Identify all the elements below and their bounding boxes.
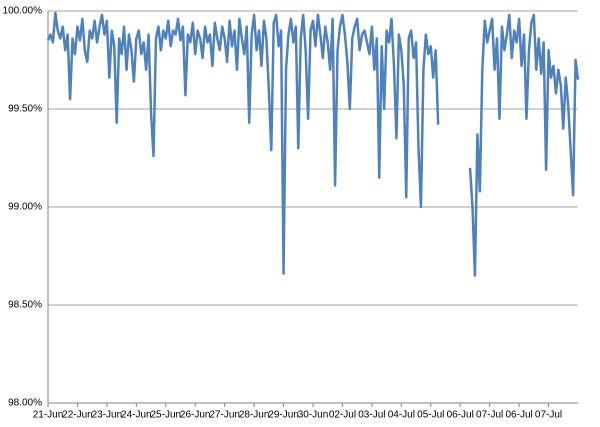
x-tick-label: 23-Jun [92, 410, 123, 421]
x-tick-label: 06-Jul [447, 410, 474, 421]
x-tick-label: 04-Jul [388, 410, 415, 421]
x-tick-label: 27-Jun [209, 410, 240, 421]
line-series [46, 11, 580, 277]
x-tick-label: 06-Jul [505, 410, 532, 421]
x-tick-label: 29-Jun [268, 410, 299, 421]
y-tick-label: 100.00% [3, 6, 43, 17]
y-tick-label: 98.00% [8, 398, 42, 409]
y-tick-label: 99.00% [8, 202, 42, 213]
x-tick-label: 07-Jul [535, 410, 562, 421]
x-tick-label: 05-Jul [417, 410, 444, 421]
y-tick-label: 99.50% [8, 104, 42, 115]
x-tick-label: 22-Jun [62, 410, 93, 421]
x-tick-label: 30-Jun [298, 410, 329, 421]
y-tick-label: 98.50% [8, 300, 42, 311]
x-tick-label: 26-Jun [180, 410, 211, 421]
x-tick-label: 28-Jun [239, 410, 270, 421]
x-tick-label: 24-Jun [121, 410, 152, 421]
x-tick-label: 25-Jun [150, 410, 181, 421]
x-tick-label: 07-Jul [476, 410, 503, 421]
x-tick-label: 03-Jul [358, 410, 385, 421]
x-tick-label: 02-Jul [329, 410, 356, 421]
x-tick-label: 21-Jun [33, 410, 64, 421]
